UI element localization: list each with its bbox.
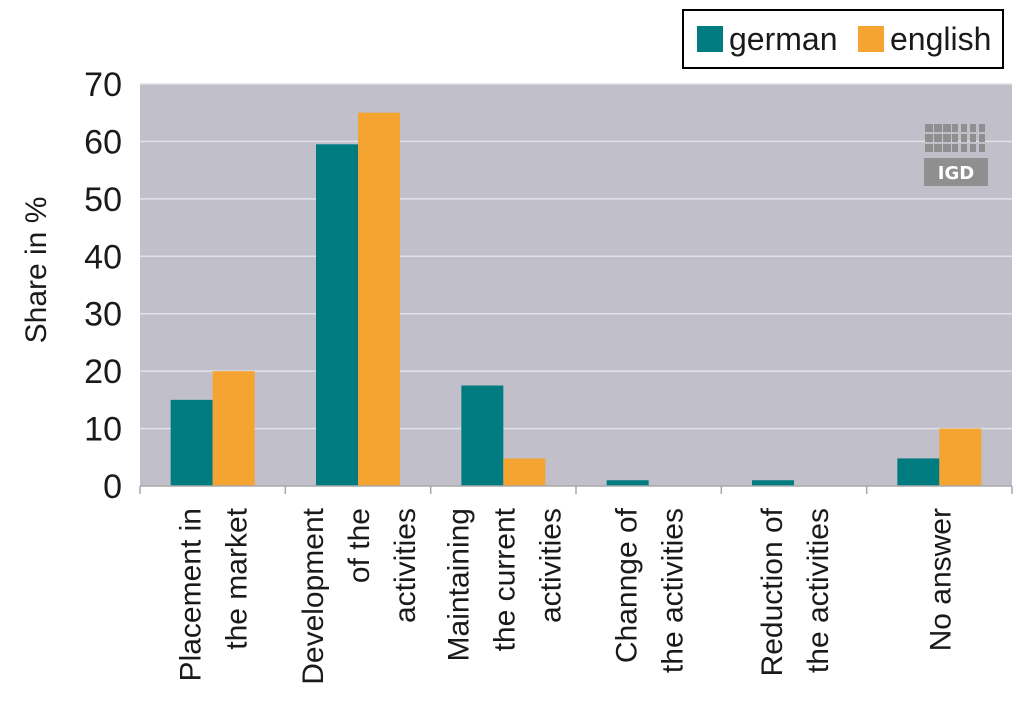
logo-square [979,124,985,132]
logo-square [952,124,958,132]
logo-badge [924,158,988,186]
y-tick-label: 10 [84,411,122,449]
logo-square [925,144,933,152]
logo-square [943,134,951,142]
logo-square [970,124,976,132]
logo-square [970,134,976,142]
legend: german english [682,9,1004,69]
legend-label-english: english [890,21,991,57]
logo-square [979,144,985,152]
logo-square [979,134,985,142]
bar-english [939,428,982,486]
x-category-label: Placement in [175,508,208,681]
bar-german [170,399,213,486]
logo-square [961,144,967,152]
x-category-label: Development [297,507,330,684]
logo-square [952,144,958,152]
logo-square [934,134,942,142]
logo-square [970,144,976,152]
logo-square [934,124,942,132]
y-tick-label: 20 [84,353,122,391]
x-category-label: activities [534,508,567,623]
y-tick-label: 40 [84,238,122,276]
logo-grid-icon [925,124,985,152]
legend-swatch-english [858,26,884,52]
axes [139,485,1013,494]
legend-box [682,9,1004,69]
bars [170,112,982,487]
bar-english [358,112,400,486]
plot-area [140,84,1012,486]
x-category-label: of the [343,508,376,583]
logo-square [952,134,958,142]
logo-square [943,144,951,152]
bar-german [606,480,649,486]
x-category-label: the activities [802,508,835,673]
x-category-label: Reduction of [756,507,789,676]
y-tick-label: 60 [84,123,122,161]
bar-german [461,385,504,486]
gridlines [140,83,1012,430]
x-category-label: the activities [657,508,690,673]
logo-square [961,134,967,142]
x-category-label: activities [389,508,422,623]
bar-german [752,480,794,486]
logo-square [925,134,933,142]
x-category-label: the current [488,507,521,651]
logo-square [961,124,967,132]
y-tick-label: 0 [103,468,122,506]
bar-german [897,458,940,486]
logo-text: IGD [938,163,974,184]
logo-square [943,124,951,132]
x-category-label: the market [221,507,254,649]
x-category-label: No answer [924,508,957,651]
bar-german [316,144,358,487]
bar-english [212,371,255,486]
x-category-labels: Placement in the market Development of the a… [175,507,958,684]
y-tick-label: 50 [84,181,122,219]
bar-english [503,458,546,486]
y-tick-label: 30 [84,296,122,334]
igd-logo: IGD [924,124,988,186]
x-category-label: Maintaining [442,508,475,661]
y-axis-label: Share in % [20,197,53,344]
x-category-label: Channge of [611,507,644,663]
legend-swatch-german [697,26,723,52]
logo-square [925,124,933,132]
y-tick-labels: 0 10 20 30 40 50 60 70 [84,66,122,506]
legend-label-german: german [729,21,838,57]
y-tick-label: 70 [84,66,122,104]
logo-square [934,144,942,152]
